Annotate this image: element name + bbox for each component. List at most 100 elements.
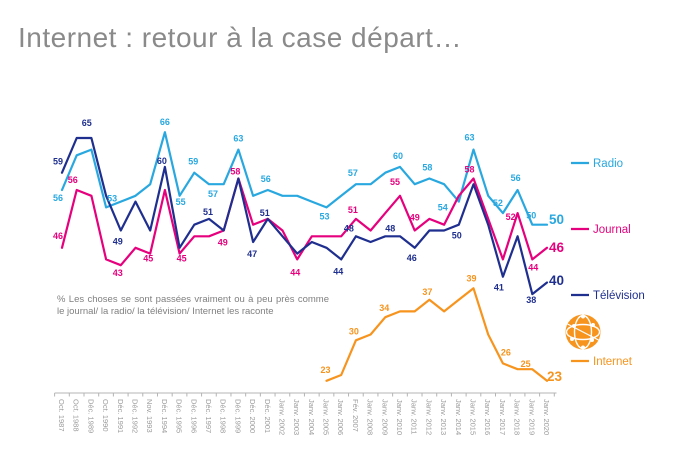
radio-value-label: 57 [348, 168, 358, 178]
x-axis-label: Déc. 1991 [116, 399, 125, 433]
radio-value-label: 50 [526, 211, 536, 221]
x-axis-label: Janv. 2019 [527, 399, 536, 435]
journal-value-label: 52 [506, 212, 516, 222]
legend-item-television: Télévision [571, 290, 645, 302]
legend-item-radio: Radio [571, 158, 623, 170]
radio-legend-label: Radio [593, 158, 623, 170]
journal-value-label: 49 [410, 213, 420, 223]
television-value-label: 48 [344, 223, 354, 233]
x-axis-label: Déc. 1995 [175, 399, 184, 433]
radio-line [60, 131, 549, 226]
x-axis-label: Fév. 2007 [351, 399, 360, 432]
x-axis-label: Déc. 1989 [86, 399, 95, 433]
x-axis: Oct. 1987 Oct. 1988 Déc. 1989 Oct. 1990 Déc.… [54, 392, 557, 435]
radio-value-label: 63 [464, 133, 474, 143]
x-axis-label: Janv. 2010 [395, 399, 404, 435]
x-axis-label: Déc. 1998 [219, 399, 228, 433]
television-value-label: 41 [494, 283, 504, 293]
radio-value-label: 59 [188, 157, 198, 167]
x-axis-label: Janv. 2009 [380, 399, 389, 435]
journal-final-value: 46 [549, 240, 565, 255]
x-axis-label: Janv. 2015 [469, 399, 478, 435]
television-final-value: 40 [549, 273, 564, 288]
radio-value-label: 60 [393, 151, 403, 161]
journal-value-label: 49 [218, 238, 228, 248]
radio-value-label: 53 [107, 193, 117, 203]
radio-value-label: 56 [511, 173, 521, 183]
radio-value-label: 52 [493, 198, 503, 208]
x-axis-label: Janv. 2005 [322, 399, 331, 435]
radio-value-label: 57 [208, 189, 218, 199]
television-value-label: 65 [82, 118, 92, 128]
x-axis-label: Déc. 1994 [160, 399, 169, 433]
radio-value-label: 56 [261, 174, 271, 184]
radio-value-label: 54 [438, 203, 448, 213]
journal-value-label: 58 [464, 165, 474, 175]
x-axis-label: Janv. 2011 [410, 399, 419, 435]
x-axis-label: Janv. 2012 [424, 399, 433, 435]
radio-final-value: 50 [549, 212, 564, 227]
television-value-label: 50 [452, 231, 462, 241]
x-axis-label: Janv. 2017 [498, 399, 507, 435]
television-value-label: 46 [407, 253, 417, 263]
x-axis-label: Janv. 2013 [439, 399, 448, 435]
television-value-label: 44 [333, 266, 343, 276]
x-axis-label: Oct. 1988 [72, 399, 81, 432]
x-axis-label: Nov. 1993 [145, 399, 154, 433]
television-value-label: 51 [260, 208, 270, 218]
x-axis-label: Janv. 2018 [513, 399, 522, 435]
radio-value-label: 56 [53, 193, 63, 203]
journal-value-label: 44 [528, 262, 538, 272]
chart-question-annotation: % Les choses se sont passées vraiment ou… [57, 294, 329, 318]
x-axis-label: Déc. 2000 [248, 399, 257, 433]
radio-value-label: 66 [160, 117, 170, 127]
x-axis-label: Déc. 2001 [263, 399, 272, 433]
x-axis-label: Janv. 2006 [336, 399, 345, 435]
x-axis-label: Janv. 2003 [292, 399, 301, 435]
television-value-label: 48 [385, 223, 395, 233]
television-value-label: 38 [526, 295, 536, 305]
journal-value-label: 51 [348, 205, 358, 215]
journal-value-label: 45 [143, 254, 153, 264]
journal-legend-label: Journal [593, 224, 631, 236]
internet-globe-icon [565, 314, 601, 350]
x-axis-label: Janv. 2002 [277, 399, 286, 435]
internet-legend-label: Internet [593, 356, 633, 368]
internet-value-label: 37 [422, 287, 432, 297]
journal-line [60, 177, 549, 267]
internet-value-label: 25 [521, 359, 531, 369]
legend-item-internet: Internet [571, 356, 633, 368]
x-axis-label: Janv. 2014 [454, 399, 463, 435]
x-axis-label: Déc. 1996 [189, 399, 198, 433]
x-axis-label: Janv. 2008 [366, 399, 375, 435]
legend-item-journal: Journal [571, 224, 631, 236]
x-axis-label: Oct. 1990 [101, 399, 110, 432]
journal-value-label: 43 [113, 268, 123, 278]
radio-value-label: 53 [319, 211, 329, 221]
television-value-label: 47 [247, 249, 257, 259]
television-value-label: 60 [157, 156, 167, 166]
journal-value-label: 45 [177, 254, 187, 264]
internet-value-label: 26 [501, 347, 511, 357]
television-line [60, 136, 549, 296]
x-axis-label: Janv. 2016 [483, 399, 492, 435]
internet-value-label: 23 [320, 365, 330, 375]
journal-value-label: 58 [230, 167, 240, 177]
x-axis-label: Janv. 2004 [307, 399, 316, 435]
x-axis-label: Déc. 1999 [233, 399, 242, 433]
journal-value-label: 46 [53, 231, 63, 241]
television-legend-label: Télévision [593, 290, 645, 302]
journal-value-label: 55 [390, 177, 400, 187]
internet-value-label: 34 [379, 303, 389, 313]
television-value-label: 49 [113, 237, 123, 247]
internet-line [325, 287, 549, 382]
internet-value-label: 30 [349, 326, 359, 336]
radio-value-label: 58 [422, 163, 432, 173]
x-axis-label: Déc. 1997 [204, 399, 213, 433]
journal-value-label: 56 [68, 175, 78, 185]
internet-value-label: 39 [466, 273, 476, 283]
television-value-label: 51 [203, 207, 213, 217]
television-value-label: 59 [53, 157, 63, 167]
radio-value-label: 63 [233, 134, 243, 144]
